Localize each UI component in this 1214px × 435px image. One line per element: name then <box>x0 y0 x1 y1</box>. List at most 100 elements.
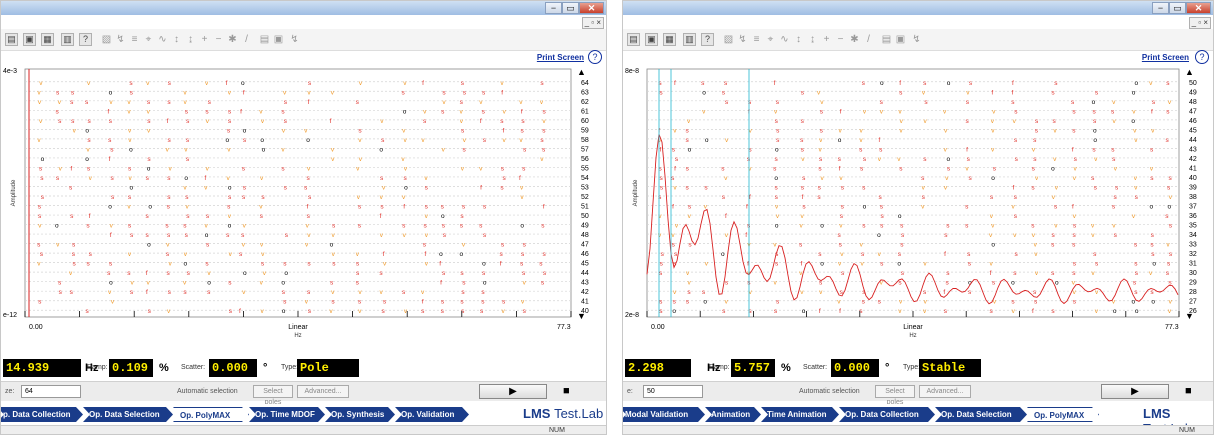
advanced-button[interactable]: Advanced... <box>297 385 349 398</box>
pole-marker: v <box>169 261 173 268</box>
pole-marker: s <box>167 232 171 239</box>
advanced-button[interactable]: Advanced... <box>919 385 971 398</box>
close-button[interactable]: ✕ <box>579 2 604 14</box>
minus-icon[interactable]: − <box>215 34 222 45</box>
minus-icon[interactable]: − <box>837 34 844 45</box>
play-button[interactable]: ▶ <box>479 384 547 399</box>
tab-data-selection[interactable]: Op. Data Selection <box>83 407 173 422</box>
table-icon[interactable]: ▤ <box>881 34 892 45</box>
minimize-button[interactable]: − <box>1152 2 1169 14</box>
tab-time-mdof[interactable]: Op. Time MDOF <box>249 407 325 422</box>
tab-time-animation[interactable]: Time Animation <box>761 407 839 422</box>
measure-icon[interactable]: ⌖ <box>767 34 774 45</box>
frequency-unit: Hz <box>707 362 721 374</box>
size-input[interactable]: 64 <box>21 385 81 398</box>
pole-marker: s <box>966 99 970 106</box>
line-icon[interactable]: / <box>245 34 248 45</box>
mdi-controls[interactable]: _ ▫ × <box>1188 17 1211 29</box>
print-icon[interactable]: ▦ <box>41 33 54 46</box>
pole-marker: s <box>87 165 91 172</box>
mdi-controls[interactable]: _ ▫ × <box>581 17 604 29</box>
help-button[interactable]: ? <box>588 50 602 64</box>
flash-icon[interactable]: ↯ <box>290 34 299 45</box>
pole-marker: v <box>1053 156 1057 163</box>
open-icon[interactable]: ▤ <box>627 33 640 46</box>
pole-marker: v <box>897 156 901 163</box>
x-max-label: 77.3 <box>1165 324 1179 331</box>
pole-marker: s <box>424 223 428 230</box>
zoom-icon[interactable]: ↯ <box>738 34 747 45</box>
plus-icon[interactable]: + <box>201 34 208 45</box>
select-poles-button[interactable]: Select poles <box>875 385 915 406</box>
pole-marker: o <box>946 156 950 163</box>
size-input[interactable]: 50 <box>643 385 703 398</box>
measure-icon[interactable]: ⌖ <box>145 34 152 45</box>
pole-marker: o <box>1151 299 1155 306</box>
help-button[interactable]: ? <box>1195 50 1209 64</box>
tab-data-collection[interactable]: p. Data Collection <box>0 407 83 422</box>
pole-marker: s <box>540 80 544 87</box>
help-icon[interactable]: ? <box>701 33 714 46</box>
print-preview-icon[interactable]: ▣ <box>645 33 658 46</box>
star-icon[interactable]: ✱ <box>850 34 859 45</box>
pole-marker: s <box>774 156 778 163</box>
cursor-icon[interactable]: ▧ <box>101 34 112 45</box>
select-poles-button[interactable]: Select poles <box>253 385 293 406</box>
pole-marker: s <box>461 80 465 87</box>
tab-validation[interactable]: Op. Validation <box>395 407 469 422</box>
tab-polymax[interactable]: Op. PolyMAX <box>1027 407 1099 422</box>
peak-icon[interactable]: ∿ <box>158 34 167 45</box>
star-icon[interactable]: ✱ <box>228 34 237 45</box>
marker-icon[interactable]: ↕ <box>796 34 801 45</box>
stop-button[interactable]: ■ <box>563 385 570 397</box>
peak-icon[interactable]: ∿ <box>780 34 789 45</box>
tab-modal-validation[interactable]: Modal Validation <box>622 407 705 422</box>
marker-icon[interactable]: ↕ <box>174 34 179 45</box>
open-icon[interactable]: ▤ <box>5 33 18 46</box>
save-icon[interactable]: ▣ <box>273 34 284 45</box>
copy-icon[interactable]: ▥ <box>683 33 696 46</box>
minimize-button[interactable]: − <box>545 2 562 14</box>
help-icon[interactable]: ? <box>79 33 92 46</box>
pole-marker: f <box>307 99 309 106</box>
flash-icon[interactable]: ↯ <box>912 34 921 45</box>
play-button[interactable]: ▶ <box>1101 384 1169 399</box>
order-label: 32 <box>1189 251 1197 258</box>
line-icon[interactable]: / <box>867 34 870 45</box>
legend-icon[interactable]: ≡ <box>131 34 138 45</box>
table-icon[interactable]: ▤ <box>259 34 270 45</box>
legend-icon[interactable]: ≡ <box>753 34 760 45</box>
pole-marker: o <box>147 165 151 172</box>
tab-data-selection[interactable]: Op. Data Selection <box>935 407 1027 422</box>
pole-marker: s <box>1051 89 1055 96</box>
tab-animation[interactable]: Animation <box>705 407 761 422</box>
pole-marker: v <box>1112 99 1116 106</box>
print-screen-link[interactable]: Print Screen <box>536 53 584 62</box>
pole-marker: s <box>659 89 663 96</box>
print-preview-icon[interactable]: ▣ <box>23 33 36 46</box>
maximize-button[interactable]: ▭ <box>1169 2 1186 14</box>
pole-marker: s <box>501 165 505 172</box>
zoom-icon[interactable]: ↯ <box>116 34 125 45</box>
save-icon[interactable]: ▣ <box>895 34 906 45</box>
copy-icon[interactable]: ▥ <box>61 33 74 46</box>
pole-marker: v <box>424 175 428 182</box>
pole-marker: s <box>721 165 725 172</box>
close-button[interactable]: ✕ <box>1186 2 1211 14</box>
pole-marker: s <box>799 242 803 249</box>
tab-synthesis[interactable]: Op. Synthesis <box>325 407 395 422</box>
print-icon[interactable]: ▦ <box>663 33 676 46</box>
tab-polymax[interactable]: Op. PolyMAX <box>173 407 249 422</box>
scale-icon[interactable]: ↨ <box>810 34 815 45</box>
maximize-button[interactable]: ▭ <box>562 2 579 14</box>
order-label: 31 <box>1189 261 1197 268</box>
print-screen-link[interactable]: Print Screen <box>1141 53 1189 62</box>
stop-button[interactable]: ■ <box>1185 385 1192 397</box>
tab-data-collection[interactable]: Op. Data Collection <box>839 407 935 422</box>
plus-icon[interactable]: + <box>823 34 830 45</box>
scale-icon[interactable]: ↨ <box>188 34 193 45</box>
cursor-icon[interactable]: ▧ <box>723 34 734 45</box>
workflow-tabs: p. Data Collection Op. Data Selection Op… <box>1 404 606 424</box>
